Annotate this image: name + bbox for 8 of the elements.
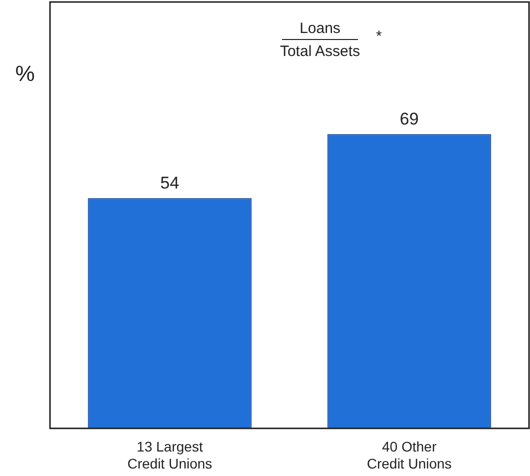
annotation: * bbox=[376, 28, 382, 45]
text: Total Assets bbox=[280, 43, 360, 60]
text: Loans bbox=[282, 20, 358, 40]
data-label: 54 bbox=[160, 173, 180, 192]
x-tick-label: 13 Largest Credit Unions bbox=[127, 438, 212, 472]
y-axis-title: % bbox=[15, 61, 35, 86]
data-label: 69 bbox=[400, 109, 419, 128]
x-tick-label: 40 Other Credit Unions bbox=[366, 438, 452, 472]
